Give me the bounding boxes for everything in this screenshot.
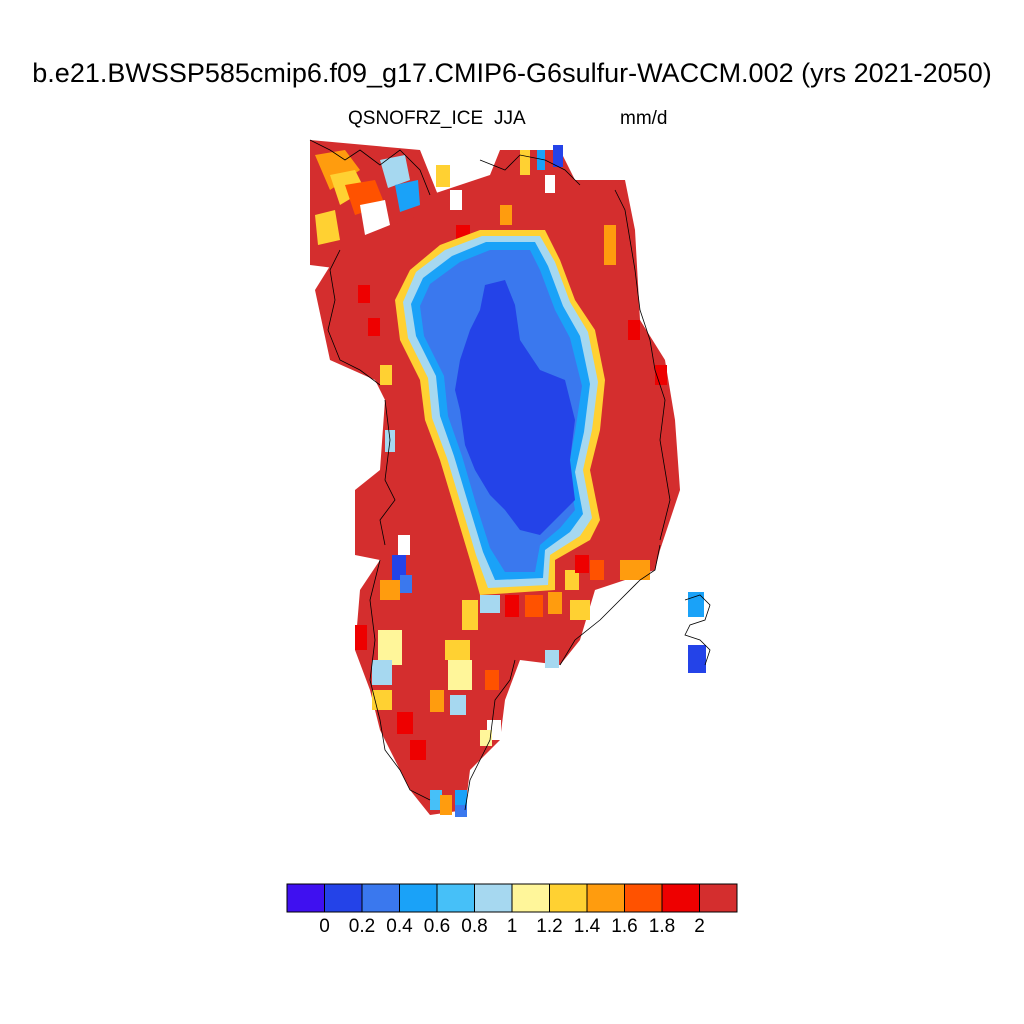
south-cells bbox=[355, 535, 650, 817]
colorbar-tick-label: 0 bbox=[319, 916, 330, 937]
colorbar-tick-label: 0.2 bbox=[348, 916, 376, 937]
colorbar-tick-label: 0.4 bbox=[386, 916, 413, 937]
colorbar-box-2 bbox=[361, 883, 400, 913]
colorbar-box-6 bbox=[511, 883, 550, 913]
colorbar-box-4 bbox=[436, 883, 475, 913]
coastline bbox=[309, 139, 711, 811]
colorbar-tick-label: 0.8 bbox=[461, 916, 488, 937]
colorbar-tick-label: 1 bbox=[506, 916, 518, 937]
margin-cells bbox=[358, 145, 667, 452]
east-island-cells bbox=[688, 592, 706, 673]
colorbar-box-11 bbox=[699, 883, 738, 913]
units-label: mm/d bbox=[620, 108, 668, 129]
colorbar-tick-label: 2 bbox=[694, 916, 705, 937]
colorbar-box-10 bbox=[661, 883, 700, 913]
colorbar-box-3 bbox=[399, 883, 438, 913]
colorbar-box-9 bbox=[624, 883, 663, 913]
colorbar-labels: 0 0.2 0.4 0.6 0.8 1 1.2 1.4 1.6 1.8 2 bbox=[0, 916, 1024, 946]
colorbar-tick-label: 1.6 bbox=[611, 916, 638, 937]
colorbar-tick-label: 1.8 bbox=[648, 916, 676, 937]
colorbar-box-0 bbox=[286, 883, 325, 913]
colorbar-box-1 bbox=[324, 883, 363, 913]
colorbar-tick-label: 1.2 bbox=[536, 916, 563, 937]
variable-label: QSNOFRZ_ICE bbox=[348, 108, 484, 129]
colorbar-box-5 bbox=[474, 883, 513, 913]
ice-sheet-core bbox=[455, 280, 575, 535]
plot-title: b.e21.BWSSP585cmip6.f09_g17.CMIP6-G6sulf… bbox=[32, 58, 992, 88]
colorbar-box-7 bbox=[549, 883, 588, 913]
colorbar bbox=[286, 883, 738, 913]
colorbar-tick-label: 1.4 bbox=[573, 916, 601, 937]
colorbar-tick-label: 0.6 bbox=[423, 916, 451, 937]
season-label: JJA bbox=[494, 108, 526, 129]
colorbar-box-8 bbox=[586, 883, 625, 913]
nw-fringe-cells bbox=[310, 140, 440, 270]
